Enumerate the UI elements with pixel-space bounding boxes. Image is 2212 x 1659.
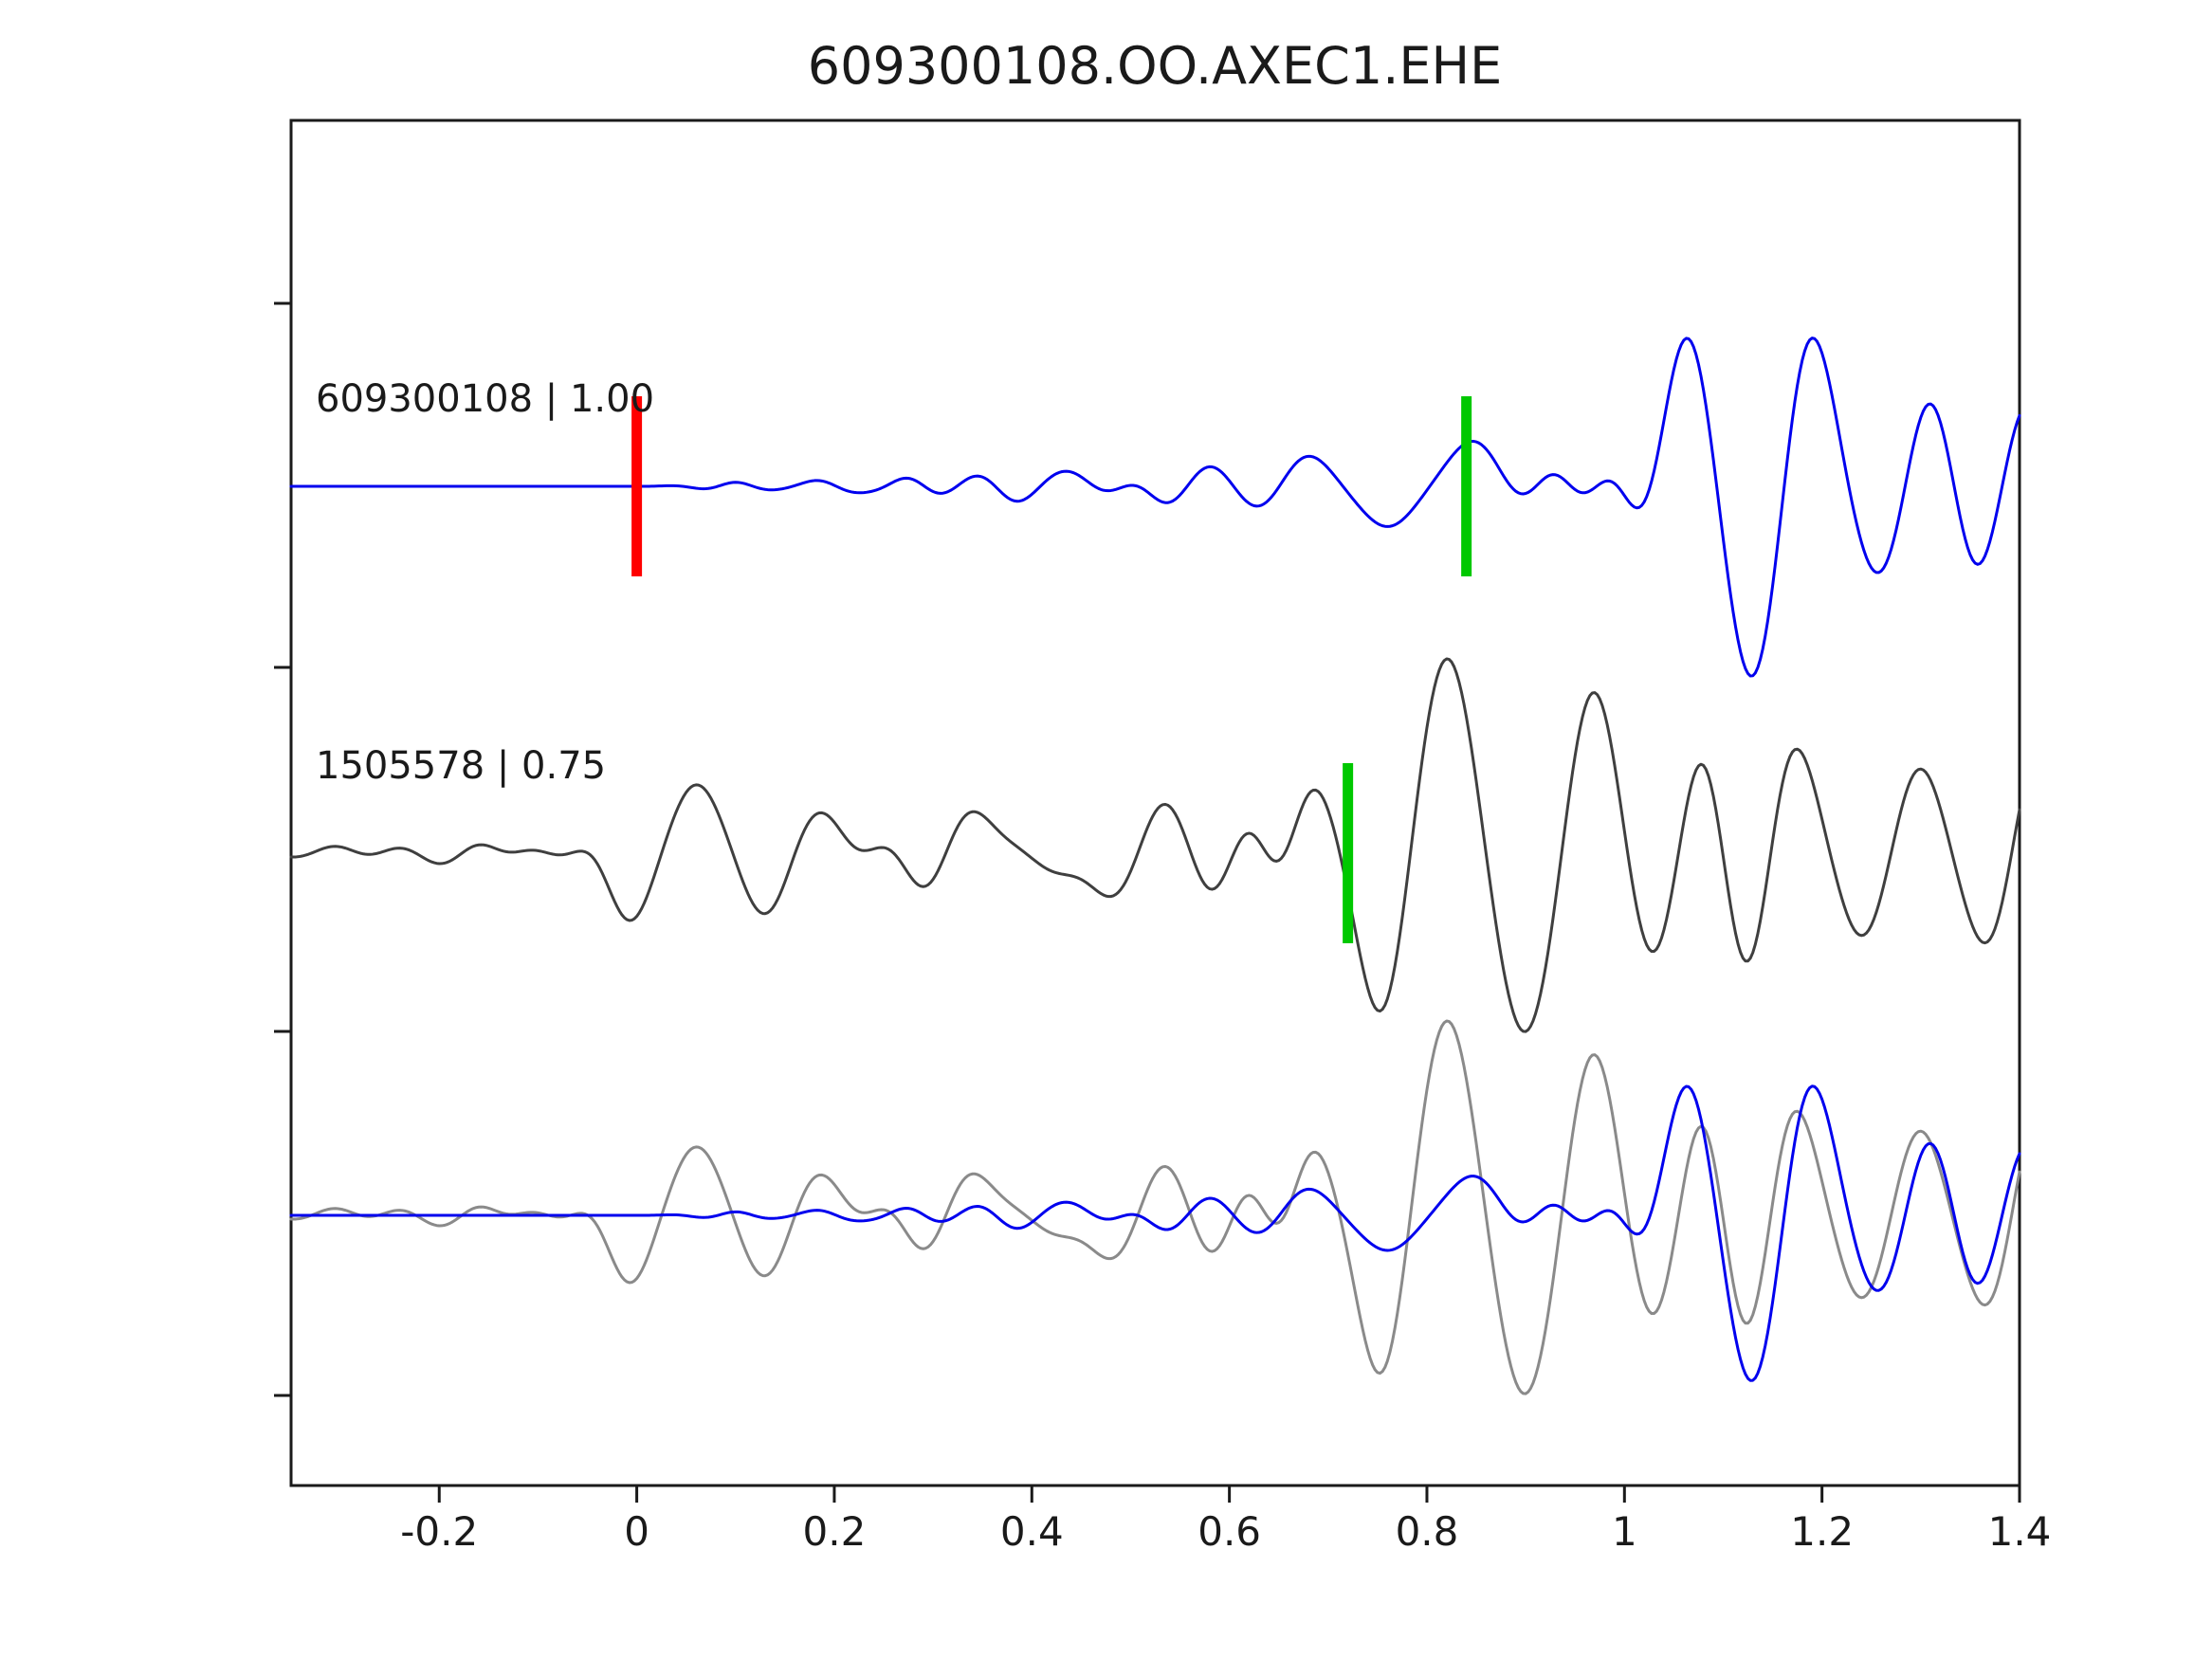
axes-layer: -0.2 0 0.2 0.4 0.6 0.8 1 1.2 1.4: [274, 301, 2052, 1555]
template-trace: [289, 337, 2021, 678]
x-tick-label: 0: [624, 1508, 649, 1555]
pick-markers-layer: [631, 396, 1472, 943]
x-tick-label: 1: [1612, 1508, 1637, 1555]
x-tick-label: 1.4: [1988, 1508, 2052, 1555]
detection-trace: [289, 1019, 2021, 1395]
chart-title: 609300108.OO.AXEC1.EHE: [808, 36, 1502, 96]
x-tick-label: 0.4: [1000, 1508, 1064, 1555]
trace-label: 609300108 | 1.00: [316, 377, 654, 421]
x-tick-label: -0.2: [400, 1508, 478, 1555]
traces-layer: [289, 337, 2021, 1395]
x-tick-label: 0.2: [803, 1508, 867, 1555]
x-tick-label: 0.6: [1197, 1508, 1261, 1555]
x-tick-label: 1.2: [1790, 1508, 1854, 1555]
trace-labels-layer: 609300108 | 1.00 1505578 | 0.75: [316, 377, 654, 788]
trace-label: 1505578 | 0.75: [316, 744, 606, 788]
template-trace: [289, 1085, 2021, 1382]
detection-trace: [289, 657, 2021, 1033]
x-tick-label: 0.8: [1396, 1508, 1459, 1555]
plot-border: [289, 118, 2021, 1487]
